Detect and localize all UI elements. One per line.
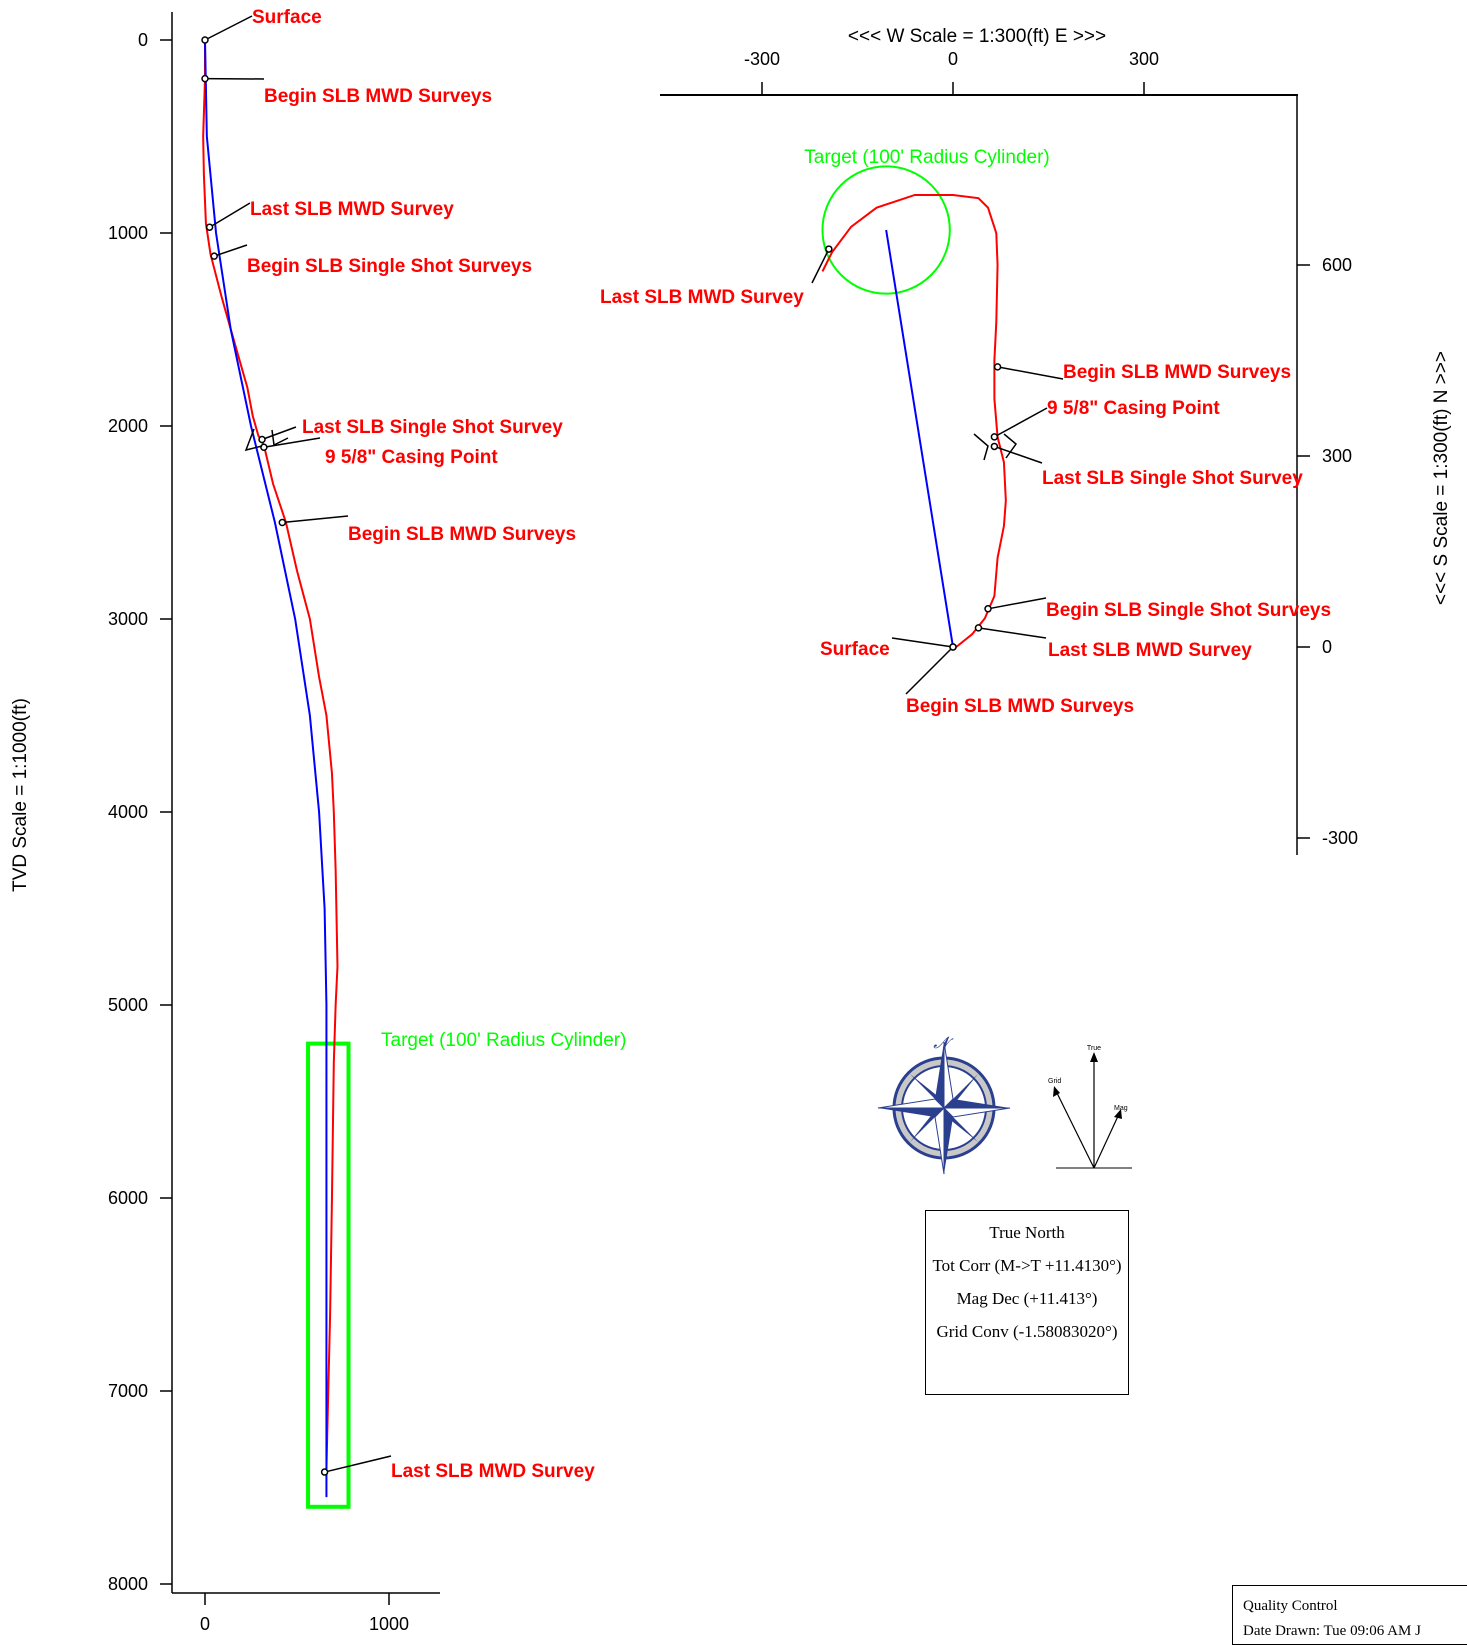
p-label-last-mwd-top: Last SLB MWD Survey [600, 287, 804, 308]
vertical-section-markers [202, 16, 391, 1475]
plan-view-labels: Target (100' Radius Cylinder) Last SLB M… [600, 147, 1331, 717]
v-marker-leader [205, 16, 252, 40]
plan-view-series [822, 195, 1005, 647]
p-label-begin-mwd-lower: Begin SLB MWD Surveys [906, 696, 1134, 717]
p-y-tick-label: 0 [1322, 637, 1332, 657]
v-label-target: Target (100' Radius Cylinder) [381, 1030, 626, 1051]
v-y-tick-label: 1000 [108, 223, 148, 243]
p-marker-leader [978, 628, 1046, 638]
info-true-north: True North [930, 1221, 1124, 1244]
p-x-tick-label: 0 [948, 49, 958, 69]
vertical-section-labels: Surface Begin SLB MWD Surveys Last SLB M… [247, 7, 626, 1482]
v-actual-wellpath-line [203, 40, 337, 1468]
v-marker-leader [264, 438, 320, 447]
info-mag-dec: Mag Dec (+11.413°) [930, 1287, 1124, 1310]
v-label-last-single-shot: Last SLB Single Shot Survey [302, 417, 563, 438]
v-label-casing-point: 9 5/8" Casing Point [325, 447, 498, 468]
v-marker-leader [325, 1456, 391, 1472]
p-marker-leader [906, 647, 953, 694]
v-marker-leader [282, 516, 348, 523]
p-y-tick-label: 300 [1322, 446, 1352, 466]
v-marker-point [207, 224, 213, 230]
true-arrow-label: True [1087, 1045, 1101, 1052]
v-y-tick-label: 4000 [108, 802, 148, 822]
v-marker-point [322, 1469, 328, 1475]
p-marker-point [826, 246, 832, 252]
v-y-tick-label: 7000 [108, 1381, 148, 1401]
p-marker-leader [998, 367, 1063, 379]
plan-x-scale-title: <<< W Scale = 1:300(ft) E >>> [848, 26, 1106, 47]
grid-north-arrow [1056, 1091, 1094, 1168]
info-grid-convergence: Grid Conv (-1.58083020°) [930, 1320, 1124, 1343]
p-label-target: Target (100' Radius Cylinder) [804, 147, 1049, 168]
p-casing-symbol-right [1004, 434, 1016, 458]
v-x-tick-label: 1000 [369, 1614, 409, 1634]
v-marker-point [261, 444, 267, 450]
p-actual-wellpath-line [822, 195, 1005, 647]
v-y-tick-label: 6000 [108, 1188, 148, 1208]
v-y-tick-label: 3000 [108, 609, 148, 629]
v-label-begin-mwd-2: Begin SLB MWD Surveys [348, 524, 576, 545]
qc-date-drawn: Date Drawn: Tue 09:06 AM J [1243, 1623, 1467, 1640]
quality-control-box: Quality Control Date Drawn: Tue 09:06 AM… [1232, 1585, 1467, 1645]
v-label-begin-mwd-1: Begin SLB MWD Surveys [264, 86, 492, 107]
p-marker-point [991, 443, 997, 449]
p-marker-leader [988, 598, 1046, 609]
p-label-last-single-shot: Last SLB Single Shot Survey [1042, 468, 1303, 489]
plan-view-markers [812, 246, 1063, 694]
p-x-tick-label: 300 [1129, 49, 1159, 69]
p-marker-point [950, 644, 956, 650]
v-label-begin-single-shot: Begin SLB Single Shot Surveys [247, 256, 532, 277]
plan-y-scale-title: <<< S Scale = 1:300(ft) N >>> [1431, 351, 1452, 605]
grid-arrow-label: Grid [1048, 1078, 1061, 1085]
p-label-begin-mwd-upper: Begin SLB MWD Surveys [1063, 362, 1291, 383]
north-reference-info-box: True North Tot Corr (M->T +11.4130°) Mag… [925, 1210, 1129, 1395]
p-label-last-mwd-bottom: Last SLB MWD Survey [1048, 640, 1252, 661]
v-label-last-mwd-2: Last SLB MWD Survey [391, 1461, 595, 1482]
mag-arrow-label: Mag [1114, 1105, 1128, 1112]
v-y-tick-label: 8000 [108, 1574, 148, 1594]
p-marker-leader [812, 249, 829, 283]
p-x-tick-label: -300 [744, 49, 780, 69]
tvd-scale-label: TVD Scale = 1:1000(ft) [10, 698, 31, 892]
v-y-tick-label: 5000 [108, 995, 148, 1015]
p-marker-leader [892, 638, 953, 647]
v-marker-point [202, 76, 208, 82]
north-reference-arrows: True Grid Mag [1048, 1045, 1132, 1168]
v-marker-leader [262, 427, 296, 440]
compass-rose-icon: 𝓝 [878, 1035, 1010, 1174]
vertical-target-group [308, 1044, 348, 1507]
p-marker-point [995, 364, 1001, 370]
v-label-surface: Surface [252, 7, 322, 28]
v-target-rect [308, 1044, 348, 1507]
p-marker-point [975, 625, 981, 631]
info-total-correction: Tot Corr (M->T +11.4130°) [930, 1254, 1124, 1277]
p-label-casing-point: 9 5/8" Casing Point [1047, 398, 1220, 419]
v-x-tick-label: 0 [200, 1614, 210, 1634]
p-marker-leader [994, 408, 1047, 437]
v-marker-point [211, 253, 217, 259]
v-marker-leader [210, 203, 250, 227]
v-label-last-mwd-1: Last SLB MWD Survey [250, 199, 454, 220]
compass-north-letter: 𝓝 [933, 1035, 954, 1052]
p-casing-symbol-left [974, 434, 988, 460]
v-marker-point [259, 437, 265, 443]
v-marker-point [202, 37, 208, 43]
v-y-tick-label: 0 [138, 30, 148, 50]
qc-title: Quality Control [1243, 1598, 1467, 1615]
p-y-tick-label: 600 [1322, 255, 1352, 275]
v-y-tick-label: 2000 [108, 416, 148, 436]
p-planned-wellpath-line [886, 230, 953, 647]
v-marker-point [279, 520, 285, 526]
p-y-tick-label: -300 [1322, 828, 1358, 848]
magnetic-north-arrow [1094, 1114, 1119, 1168]
p-label-begin-single-shot: Begin SLB Single Shot Surveys [1046, 600, 1331, 621]
p-marker-point [985, 606, 991, 612]
p-label-surface: Surface [820, 639, 890, 660]
p-marker-point [991, 434, 997, 440]
